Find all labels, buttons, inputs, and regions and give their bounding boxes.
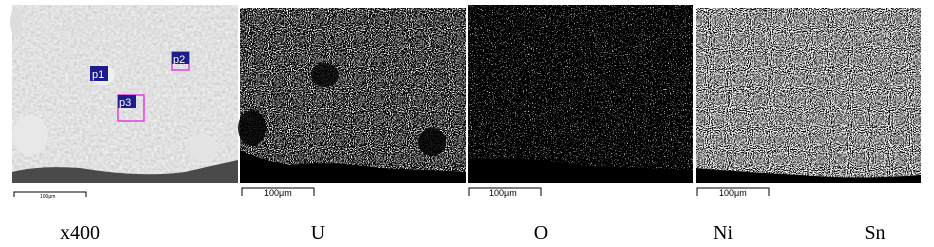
marker: p3 bbox=[117, 94, 145, 122]
caption: U bbox=[311, 222, 326, 244]
eds-map bbox=[468, 5, 693, 183]
scale-bar: 100μm bbox=[696, 187, 770, 198]
marker-label: p3 bbox=[119, 97, 131, 109]
caption: Ni bbox=[713, 222, 733, 244]
caption: Sn bbox=[864, 222, 885, 244]
scale-bar: 100μm bbox=[13, 191, 87, 200]
marker-label: p2 bbox=[173, 54, 185, 66]
scale-bar: 100μm bbox=[241, 187, 315, 198]
eds-map bbox=[696, 8, 921, 183]
scale-label: 100μm bbox=[40, 194, 55, 200]
scale-label: 100μm bbox=[489, 188, 517, 198]
scale-bar: 100μm bbox=[468, 187, 542, 198]
scale-label: 100μm bbox=[719, 188, 747, 198]
scale-label: 100μm bbox=[264, 188, 292, 198]
marker: p1 bbox=[90, 66, 108, 81]
marker: p2 bbox=[171, 51, 190, 71]
sem-image bbox=[10, 5, 238, 183]
marker-label: p1 bbox=[92, 69, 104, 81]
eds-map bbox=[238, 8, 466, 183]
caption: x400 bbox=[60, 222, 100, 244]
caption: O bbox=[534, 222, 548, 244]
